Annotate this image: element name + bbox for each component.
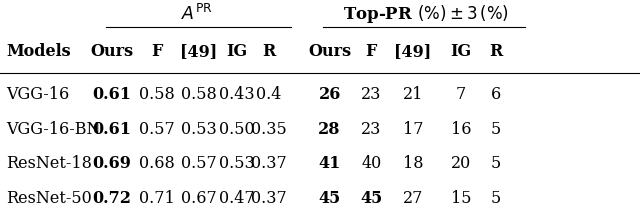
Text: 23: 23: [361, 85, 381, 102]
Text: IG: IG: [450, 43, 472, 59]
Text: 0.35: 0.35: [251, 120, 287, 137]
Text: 26: 26: [319, 85, 340, 102]
Text: [49]: [49]: [394, 43, 431, 59]
Text: $A^{\mathrm{PR}}$: $A^{\mathrm{PR}}$: [181, 4, 212, 24]
Text: 0.37: 0.37: [251, 155, 287, 172]
Text: 45: 45: [360, 190, 382, 204]
Text: 0.69: 0.69: [93, 155, 131, 172]
Text: 0.47: 0.47: [219, 190, 255, 204]
Text: 41: 41: [319, 155, 340, 172]
Text: Models: Models: [6, 43, 71, 59]
Text: F: F: [365, 43, 377, 59]
Text: 16: 16: [451, 120, 471, 137]
Text: 40: 40: [361, 155, 381, 172]
Text: 5: 5: [491, 120, 501, 137]
Text: 7: 7: [456, 85, 466, 102]
Text: 0.4: 0.4: [256, 85, 282, 102]
Text: R: R: [262, 43, 275, 59]
Text: 45: 45: [319, 190, 340, 204]
Text: VGG-16: VGG-16: [6, 85, 70, 102]
Text: 23: 23: [361, 120, 381, 137]
Text: 0.57: 0.57: [180, 155, 216, 172]
Text: 18: 18: [403, 155, 423, 172]
Text: Ours: Ours: [90, 43, 134, 59]
Text: [49]: [49]: [180, 43, 217, 59]
Text: 0.57: 0.57: [139, 120, 175, 137]
Text: 0.72: 0.72: [93, 190, 131, 204]
Text: 27: 27: [403, 190, 423, 204]
Text: 5: 5: [491, 190, 501, 204]
Text: ResNet-50: ResNet-50: [6, 190, 92, 204]
Text: VGG-16-BN: VGG-16-BN: [6, 120, 101, 137]
Text: 0.50: 0.50: [219, 120, 255, 137]
Text: 15: 15: [451, 190, 471, 204]
Text: 20: 20: [451, 155, 471, 172]
Text: 0.53: 0.53: [180, 120, 216, 137]
Text: 0.53: 0.53: [219, 155, 255, 172]
Text: 6: 6: [491, 85, 501, 102]
Text: 0.37: 0.37: [251, 190, 287, 204]
Text: 0.61: 0.61: [93, 120, 131, 137]
Text: 0.43: 0.43: [219, 85, 255, 102]
Text: 0.68: 0.68: [139, 155, 175, 172]
Text: F: F: [151, 43, 163, 59]
Text: 21: 21: [403, 85, 423, 102]
Text: 5: 5: [491, 155, 501, 172]
Text: 0.71: 0.71: [139, 190, 175, 204]
Text: 28: 28: [318, 120, 341, 137]
Text: 0.61: 0.61: [93, 85, 131, 102]
Text: R: R: [490, 43, 502, 59]
Text: 0.58: 0.58: [139, 85, 175, 102]
Text: 17: 17: [403, 120, 423, 137]
Text: Ours: Ours: [308, 43, 351, 59]
Text: IG: IG: [226, 43, 248, 59]
Text: Top-PR $(\%)\pm 3\,(\%)$: Top-PR $(\%)\pm 3\,(\%)$: [342, 3, 509, 25]
Text: ResNet-18: ResNet-18: [6, 155, 92, 172]
Text: 0.67: 0.67: [180, 190, 216, 204]
Text: 0.58: 0.58: [180, 85, 216, 102]
